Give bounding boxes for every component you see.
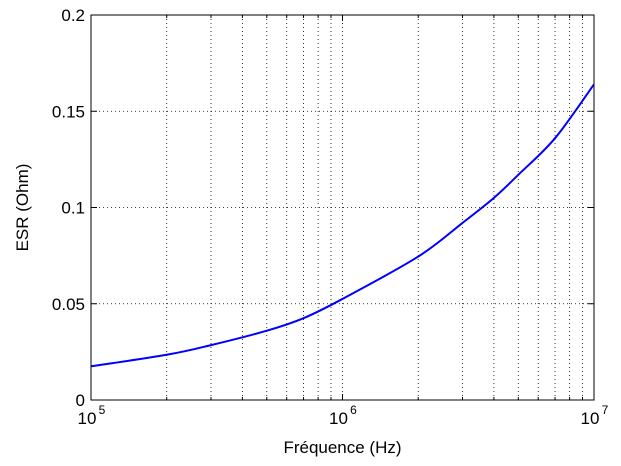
esr-curve — [90, 83, 595, 368]
x-tick-label: 10 — [581, 409, 600, 428]
y-tick-label: 0.05 — [52, 295, 85, 314]
x-tick-label-exponent: 7 — [602, 403, 609, 417]
x-tick-label-exponent: 5 — [99, 403, 106, 417]
ticks: 00.050.10.150.210 5 10 6 10 7 — [52, 6, 609, 428]
x-tick-label: 10 — [78, 409, 97, 428]
x-tick-label-exponent: 6 — [350, 403, 357, 417]
y-axis-label: ESR (Ohm) — [13, 164, 32, 252]
y-tick-label: 0.2 — [61, 6, 85, 25]
series-layer — [90, 83, 595, 368]
grid — [91, 15, 594, 400]
y-tick-label: 0 — [76, 391, 85, 410]
y-tick-label: 0.1 — [61, 199, 85, 218]
x-axis-label: Fréquence (Hz) — [283, 438, 401, 457]
x-tick-label: 10 — [329, 409, 348, 428]
y-tick-label: 0.15 — [52, 102, 85, 121]
